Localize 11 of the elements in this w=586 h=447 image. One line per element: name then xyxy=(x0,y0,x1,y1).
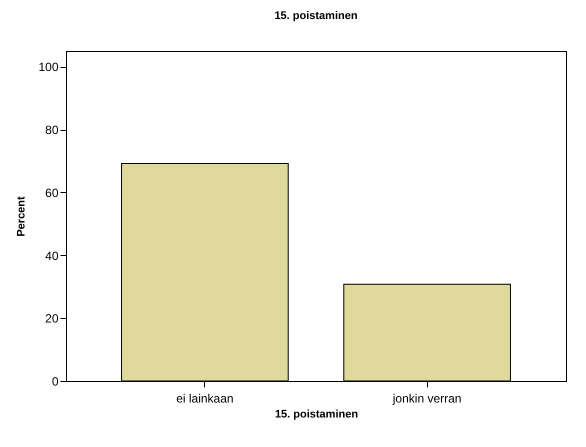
x-tick-label: ei lainkaan xyxy=(176,392,234,406)
y-tick-label: 20 xyxy=(45,312,59,326)
y-tick-label: 80 xyxy=(45,123,59,138)
y-axis-title: Percent xyxy=(15,196,28,237)
x-tick-label: jonkin verran xyxy=(392,392,462,406)
chart-title: 15. poistaminen xyxy=(274,10,358,22)
y-tick-label: 100 xyxy=(38,60,59,74)
y-tick-label: 40 xyxy=(45,248,59,263)
y-tick-label: 60 xyxy=(45,186,59,200)
x-axis-title: 15. poistaminen xyxy=(274,408,358,420)
y-tick-label: 0 xyxy=(52,374,59,388)
